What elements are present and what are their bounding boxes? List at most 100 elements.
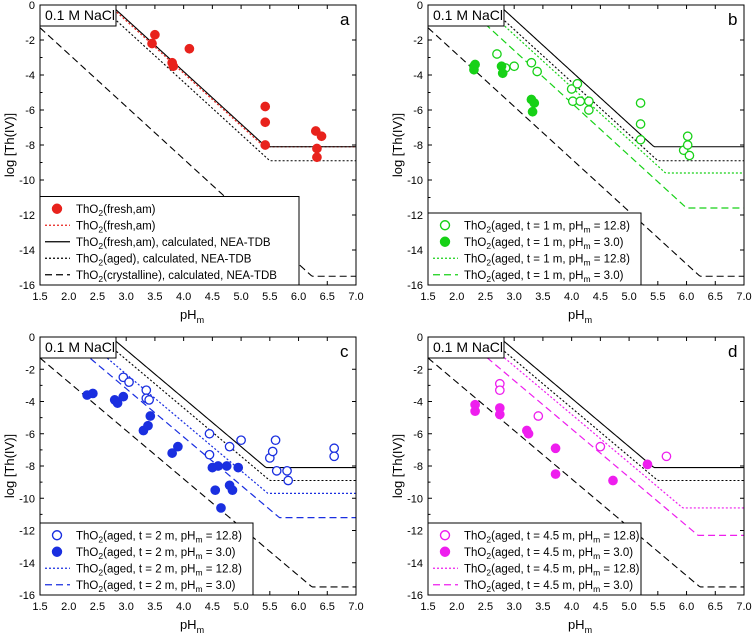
curve-c-6: [40, 357, 356, 588]
panel-letter: b: [728, 10, 737, 29]
point-d-1-1: [470, 406, 480, 417]
point-d-1-5: [523, 428, 534, 439]
point-a-0-4: [184, 43, 195, 54]
legend: [39, 196, 300, 286]
point-d-1-7: [550, 469, 561, 479]
x-tick-label: 2.5: [90, 601, 105, 613]
x-tick-label: 1.5: [420, 291, 435, 303]
y-tick-label: 0: [29, 0, 35, 12]
legend-marker-sample: [439, 546, 451, 557]
x-tick-label: 5.0: [233, 601, 248, 613]
legend-label: ThO2(fresh,am): [76, 220, 156, 234]
y-tick-label: -8: [25, 140, 35, 152]
point-c-1-3: [112, 398, 123, 408]
point-c-0-16: [329, 451, 340, 462]
x-tick-label: 6.5: [320, 601, 335, 613]
x-tick-label: 3.5: [535, 291, 550, 303]
x-tick-label: 5.0: [621, 291, 636, 303]
legend-label: ThO2(aged, t = 1 m, pHm = 3.0): [464, 270, 624, 284]
condition-tag-box: [427, 4, 505, 27]
y-tick-label: -16: [407, 590, 423, 602]
legend-marker-sample: [439, 236, 451, 247]
condition-tag: 0.1 M NaCl: [45, 339, 115, 355]
y-axis-label: log [Th(IV)]: [2, 113, 17, 177]
y-tick-label: -14: [19, 558, 35, 570]
y-tick-label: -6: [413, 105, 423, 117]
point-c-1-11: [210, 485, 221, 496]
x-tick-label: 6.0: [291, 601, 306, 613]
legend-marker-sample: [51, 530, 63, 541]
x-tick-label: 2.0: [61, 601, 76, 613]
curve-d-5: [486, 337, 744, 482]
x-tick-label: 6.0: [291, 291, 306, 303]
curve-c-4: [110, 337, 356, 469]
y-tick-label: -14: [407, 558, 423, 570]
point-a-0-1: [150, 29, 160, 40]
x-tick-label: 1.5: [32, 601, 47, 613]
point-c-0-4: [144, 395, 155, 405]
legend-marker-sample: [439, 530, 451, 541]
point-b-0-13: [635, 134, 646, 145]
curve-d-4: [498, 337, 744, 469]
point-c-0-6: [204, 449, 215, 460]
point-d-0-4: [661, 451, 672, 462]
point-c-1-16: [227, 485, 238, 496]
y-tick-label: -2: [413, 35, 423, 47]
point-d-1-3: [494, 409, 505, 420]
x-tick-label: 6.5: [320, 291, 335, 303]
x-axis-label: pHm: [180, 307, 204, 325]
point-b-0-15: [682, 131, 693, 142]
x-tick-label: 2.0: [449, 601, 464, 613]
condition-tag-box: [39, 4, 117, 27]
point-c-0-1: [124, 377, 134, 387]
x-tick-label: 2.0: [449, 291, 464, 303]
point-a-0-0: [147, 38, 157, 49]
point-c-1-13: [216, 503, 226, 513]
point-a-0-6: [260, 117, 271, 128]
point-b-0-11: [635, 98, 646, 108]
y-tick-label: -12: [19, 210, 35, 222]
x-tick-label: 5.0: [233, 291, 248, 303]
point-b-0-0: [492, 49, 502, 59]
point-a-0-9: [312, 143, 322, 154]
legend-label: ThO2(aged, t = 4.5 m, pHm = 3.0): [464, 580, 633, 594]
legend-label: ThO2(fresh,am), calculated, NEA-TDB: [76, 237, 271, 251]
curve-d-6: [428, 357, 744, 588]
curves: [40, 5, 356, 277]
point-c-0-12: [271, 465, 282, 476]
x-tick-label: 5.0: [621, 601, 636, 613]
legend: [427, 212, 642, 286]
legend-label: ThO2(aged, t = 4.5 m, pHm = 12.8): [464, 530, 640, 544]
x-tick-label: 5.5: [650, 291, 665, 303]
x-axis-label: pHm: [180, 617, 204, 635]
x-tick-label: 4.0: [564, 291, 579, 303]
x-tick-label: 1.5: [420, 601, 435, 613]
point-b-0-12: [635, 119, 646, 129]
y-tick-label: -2: [413, 364, 423, 376]
point-d-1-8: [608, 475, 618, 486]
point-b-1-4: [497, 68, 508, 79]
y-tick-label: -6: [25, 105, 35, 117]
y-tick-label: -4: [413, 70, 423, 82]
curve-a-2: [110, 5, 356, 148]
x-tick-label: 7.0: [348, 291, 363, 303]
y-tick-label: -4: [25, 70, 35, 82]
x-tick-label: 5.5: [262, 601, 277, 613]
legend-label: ThO2(aged, t = 2 m, pHm = 12.8): [76, 530, 242, 544]
legend-label: ThO2(aged, t = 1 m, pHm = 12.8): [464, 220, 630, 234]
point-a-0-7: [260, 140, 271, 150]
panel-a: 1.5 2.0 2.5 3.0 3.5 4.0 4.5 5.0 5.5 6.0 6.5 7.0 0 -2 -…: [2, 0, 364, 325]
x-tick-label: 4.5: [593, 291, 608, 303]
x-tick-label: 2.5: [478, 291, 493, 303]
legend-marker-sample: [439, 220, 451, 231]
point-c-0-5: [204, 428, 215, 439]
y-tick-label: -16: [407, 280, 423, 292]
y-tick-label: -8: [413, 461, 423, 473]
legend: [39, 522, 254, 596]
condition-tag-box: [39, 336, 117, 359]
curve-a-3: [98, 5, 356, 162]
point-b-1-7: [529, 98, 540, 108]
y-tick-label: -6: [25, 429, 35, 441]
y-tick-label: -2: [25, 35, 35, 47]
x-tick-label: 7.0: [348, 601, 363, 613]
